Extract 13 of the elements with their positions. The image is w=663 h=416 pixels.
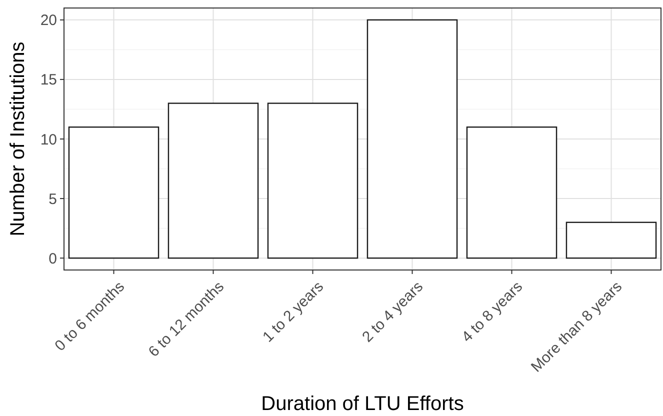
y-tick-label: 5 xyxy=(48,190,57,208)
y-tick-label: 10 xyxy=(40,131,57,148)
y-tick-label: 0 xyxy=(48,250,57,268)
y-tick-label: 15 xyxy=(40,72,57,89)
x-axis-title: Duration of LTU Efforts xyxy=(261,393,464,415)
bar xyxy=(168,102,259,259)
bar xyxy=(566,222,657,259)
y-tick-label: 20 xyxy=(40,12,57,30)
bar xyxy=(267,102,358,259)
y-axis-title: Number of Institutions xyxy=(7,42,29,236)
bar xyxy=(366,19,458,259)
bar xyxy=(68,126,160,259)
bar xyxy=(466,126,558,259)
